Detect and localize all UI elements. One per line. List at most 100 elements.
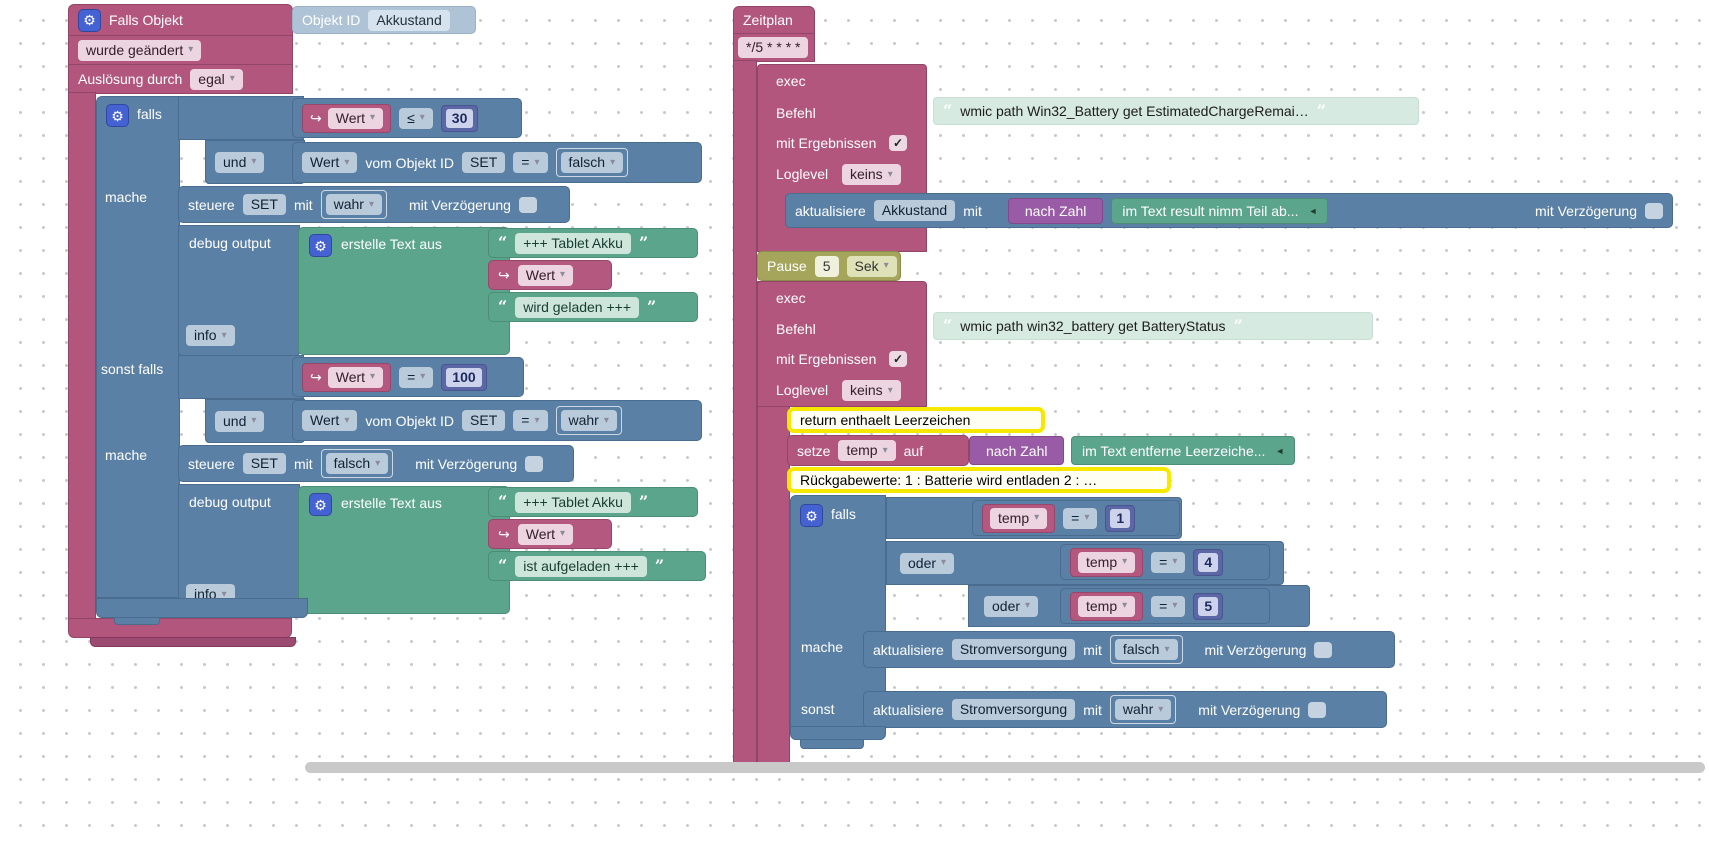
trigger-block-bottom[interactable] (68, 618, 292, 638)
variable-dropdown[interactable]: temp ▾ (990, 507, 1048, 529)
value-type-dropdown[interactable]: Wert ▾ (302, 152, 358, 173)
und-block[interactable]: und ▾ (205, 399, 305, 443)
variable-dropdown[interactable]: temp ▾ (1078, 595, 1136, 617)
boolean-block[interactable]: wahr ▾ (555, 406, 622, 435)
object-id-field[interactable]: SET (462, 410, 506, 431)
collapse-arrow-icon[interactable]: ◄ (1308, 205, 1318, 216)
schedule-cron-row[interactable]: */5 * * * * (733, 33, 815, 62)
command-text-block[interactable]: “ wmic path win32_battery get BatterySta… (933, 312, 1373, 340)
pause-unit-dropdown[interactable]: Sek ▾ (846, 255, 897, 277)
variable-dropdown[interactable]: temp ▾ (1078, 551, 1136, 573)
schedule-left-spine[interactable] (733, 60, 757, 770)
compare-block[interactable]: ↪ Wert ▾ ≤ ▾ 30 (292, 98, 522, 138)
text-field[interactable]: ist aufgeladen +++ (515, 555, 647, 577)
boolean-dropdown[interactable]: falsch ▾ (325, 453, 389, 474)
gear-icon[interactable]: ⚙ (78, 8, 101, 32)
operator-dropdown[interactable]: = ▾ (1151, 551, 1186, 573)
text-string-block[interactable]: “ ist aufgeladen +++ ” (488, 551, 706, 581)
number-block[interactable]: 5 (1193, 592, 1224, 620)
logic-operator-dropdown[interactable]: oder ▾ (984, 595, 1039, 617)
falls-block-body[interactable]: ⚙ falls mache sonst falls mache (96, 96, 180, 598)
variable-block[interactable]: temp ▾ (1070, 591, 1144, 621)
variable-dropdown[interactable]: Wert ▾ (327, 107, 384, 129)
collapsed-text-block[interactable]: im Text result nimm Teil ab... ◄ (1111, 197, 1329, 224)
erstelle-text-block[interactable]: ⚙ erstelle Text aus (298, 486, 510, 614)
object-id-field[interactable]: Stromversorgung (951, 699, 1076, 720)
variable-block[interactable]: ↪ Wert ▾ (302, 362, 392, 392)
operator-dropdown[interactable]: = ▾ (513, 152, 548, 173)
boolean-block[interactable]: falsch ▾ (555, 148, 629, 177)
debug-block[interactable]: debug output info ▾ (178, 484, 300, 615)
delay-checkbox[interactable] (1308, 701, 1327, 718)
number-block[interactable]: 1 (1105, 504, 1136, 532)
delay-checkbox[interactable] (1314, 641, 1333, 658)
logic-operator-dropdown[interactable]: und ▾ (215, 151, 265, 173)
trigger-block-left-spine[interactable] (68, 92, 96, 620)
operator-dropdown[interactable]: = ▾ (1151, 595, 1186, 617)
boolean-dropdown[interactable]: wahr ▾ (1114, 699, 1172, 720)
cron-field[interactable]: */5 * * * * (738, 37, 809, 58)
command-text[interactable]: wmic path Win32_Battery get EstimatedCha… (960, 103, 1309, 119)
convert-number-block[interactable]: nach Zahl (969, 436, 1065, 465)
steuere-block[interactable]: steuere SET mit wahr ▾ mit Verzögerung (178, 186, 570, 223)
boolean-dropdown[interactable]: wahr ▾ (325, 194, 382, 215)
value-type-dropdown[interactable]: Wert ▾ (302, 410, 358, 431)
objekt-id-block[interactable]: Objekt ID Akkustand (292, 6, 476, 34)
steuere-block[interactable]: steuere SET mit falsch ▾ mit Verzögerung (178, 445, 574, 482)
falls-block-bottom[interactable] (790, 726, 886, 740)
debug-block[interactable]: debug output info ▾ (178, 225, 300, 356)
object-id-field[interactable]: SET (242, 453, 286, 474)
comment-block[interactable]: Rückgabewerte: 1 : Batterie wird entlade… (787, 467, 1171, 493)
boolean-dropdown[interactable]: falsch ▾ (1114, 639, 1178, 660)
boolean-block[interactable]: falsch ▾ (320, 449, 394, 478)
boolean-dropdown[interactable]: falsch ▾ (560, 152, 624, 173)
trigger-mode-row[interactable]: wurde geändert ▾ (68, 35, 293, 65)
command-text[interactable]: wmic path win32_battery get BatteryStatu… (960, 318, 1226, 334)
operator-dropdown[interactable]: ≤ ▾ (399, 107, 433, 129)
text-field[interactable]: wird geladen +++ (515, 296, 640, 318)
text-string-block[interactable]: “ wird geladen +++ ” (488, 292, 698, 322)
setze-block[interactable]: setze temp ▾ auf (787, 435, 969, 466)
pause-value-field[interactable]: 5 (814, 255, 839, 277)
with-results-checkbox[interactable]: ✓ (889, 351, 907, 367)
falls-block-body[interactable]: ⚙ falls mache sonst (790, 495, 886, 727)
variable-block[interactable]: temp ▾ (982, 503, 1056, 533)
trigger-block-header[interactable]: ⚙ Falls Objekt (68, 4, 293, 36)
trigger-by-dropdown[interactable]: egal ▾ (190, 68, 243, 90)
delay-checkbox[interactable] (1645, 202, 1663, 219)
exec-block[interactable]: exec Befehl mit Ergebnissen ✓ Loglevel k… (757, 281, 927, 407)
trigger-by-row[interactable]: Auslösung durch egal ▾ (68, 64, 293, 94)
erstelle-text-block[interactable]: ⚙ erstelle Text aus (298, 227, 510, 355)
variable-block[interactable]: ↪ Wert ▾ (488, 519, 612, 549)
variable-block[interactable]: ↪ Wert ▾ (488, 260, 612, 290)
delay-checkbox[interactable] (518, 196, 537, 213)
gear-icon[interactable]: ⚙ (800, 504, 823, 527)
text-field[interactable]: +++ Tablet Akku (515, 491, 631, 513)
trigger-mode-dropdown[interactable]: wurde geändert ▾ (78, 39, 202, 61)
compare-object-block[interactable]: Wert ▾ vom Objekt ID SET = ▾ falsch ▾ (292, 142, 702, 183)
variable-block[interactable]: ↪ Wert ▾ (302, 103, 392, 133)
boolean-block[interactable]: falsch ▾ (1109, 635, 1183, 664)
convert-number-block[interactable]: nach Zahl (1007, 197, 1104, 224)
objekt-id-value-field[interactable]: Akkustand (368, 9, 450, 31)
logic-operator-dropdown[interactable]: und ▾ (215, 410, 265, 432)
falls-socket-area[interactable] (178, 96, 304, 140)
object-id-field[interactable]: SET (242, 194, 286, 215)
gear-icon[interactable]: ⚙ (309, 493, 332, 516)
comment-block[interactable]: return enthaelt Leerzeichen (787, 407, 1045, 433)
und-block[interactable]: und ▾ (205, 140, 305, 184)
falls-socket-area[interactable] (178, 355, 304, 399)
operator-dropdown[interactable]: = ▾ (399, 366, 434, 388)
compare-object-block[interactable]: Wert ▾ vom Objekt ID SET = ▾ wahr ▾ (292, 400, 702, 441)
gear-icon[interactable]: ⚙ (106, 104, 129, 127)
aktualisiere-block[interactable]: aktualisiere Stromversorgung mit wahr ▾ m… (863, 691, 1387, 728)
variable-dropdown[interactable]: Wert ▾ (517, 523, 574, 545)
compare-block[interactable]: ↪ Wert ▾ = ▾ 100 (292, 357, 524, 397)
text-field[interactable]: +++ Tablet Akku (515, 232, 631, 254)
number-block[interactable]: 100 (441, 363, 487, 391)
with-results-checkbox[interactable]: ✓ (889, 135, 907, 151)
variable-block[interactable]: temp ▾ (1070, 547, 1144, 577)
schedule-block-header[interactable]: Zeitplan (733, 6, 815, 34)
variable-dropdown[interactable]: temp ▾ (838, 440, 896, 461)
